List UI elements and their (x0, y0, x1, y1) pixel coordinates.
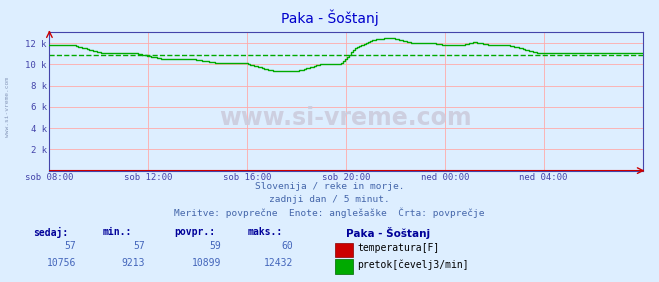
Text: maks.:: maks.: (247, 227, 282, 237)
Text: 9213: 9213 (121, 258, 145, 268)
Text: 57: 57 (133, 241, 145, 251)
Text: 57: 57 (64, 241, 76, 251)
Text: www.si-vreme.com: www.si-vreme.com (219, 106, 473, 130)
Text: min.:: min.: (102, 227, 132, 237)
Text: 12432: 12432 (264, 258, 293, 268)
Text: pretok[čevelj3/min]: pretok[čevelj3/min] (357, 260, 469, 270)
Text: temperatura[F]: temperatura[F] (357, 243, 440, 253)
Text: 60: 60 (281, 241, 293, 251)
Text: Slovenija / reke in morje.: Slovenija / reke in morje. (255, 182, 404, 191)
Text: 10756: 10756 (46, 258, 76, 268)
Text: 59: 59 (209, 241, 221, 251)
Text: Paka - Šoštanj: Paka - Šoštanj (281, 10, 378, 27)
Text: Meritve: povprečne  Enote: anglešaške  Črta: povprečje: Meritve: povprečne Enote: anglešaške Črt… (174, 207, 485, 218)
Text: sedaj:: sedaj: (33, 227, 68, 238)
Text: 10899: 10899 (191, 258, 221, 268)
Text: zadnji dan / 5 minut.: zadnji dan / 5 minut. (269, 195, 390, 204)
Text: www.si-vreme.com: www.si-vreme.com (5, 77, 11, 137)
Text: Paka - Šoštanj: Paka - Šoštanj (346, 227, 430, 239)
Text: povpr.:: povpr.: (175, 227, 215, 237)
